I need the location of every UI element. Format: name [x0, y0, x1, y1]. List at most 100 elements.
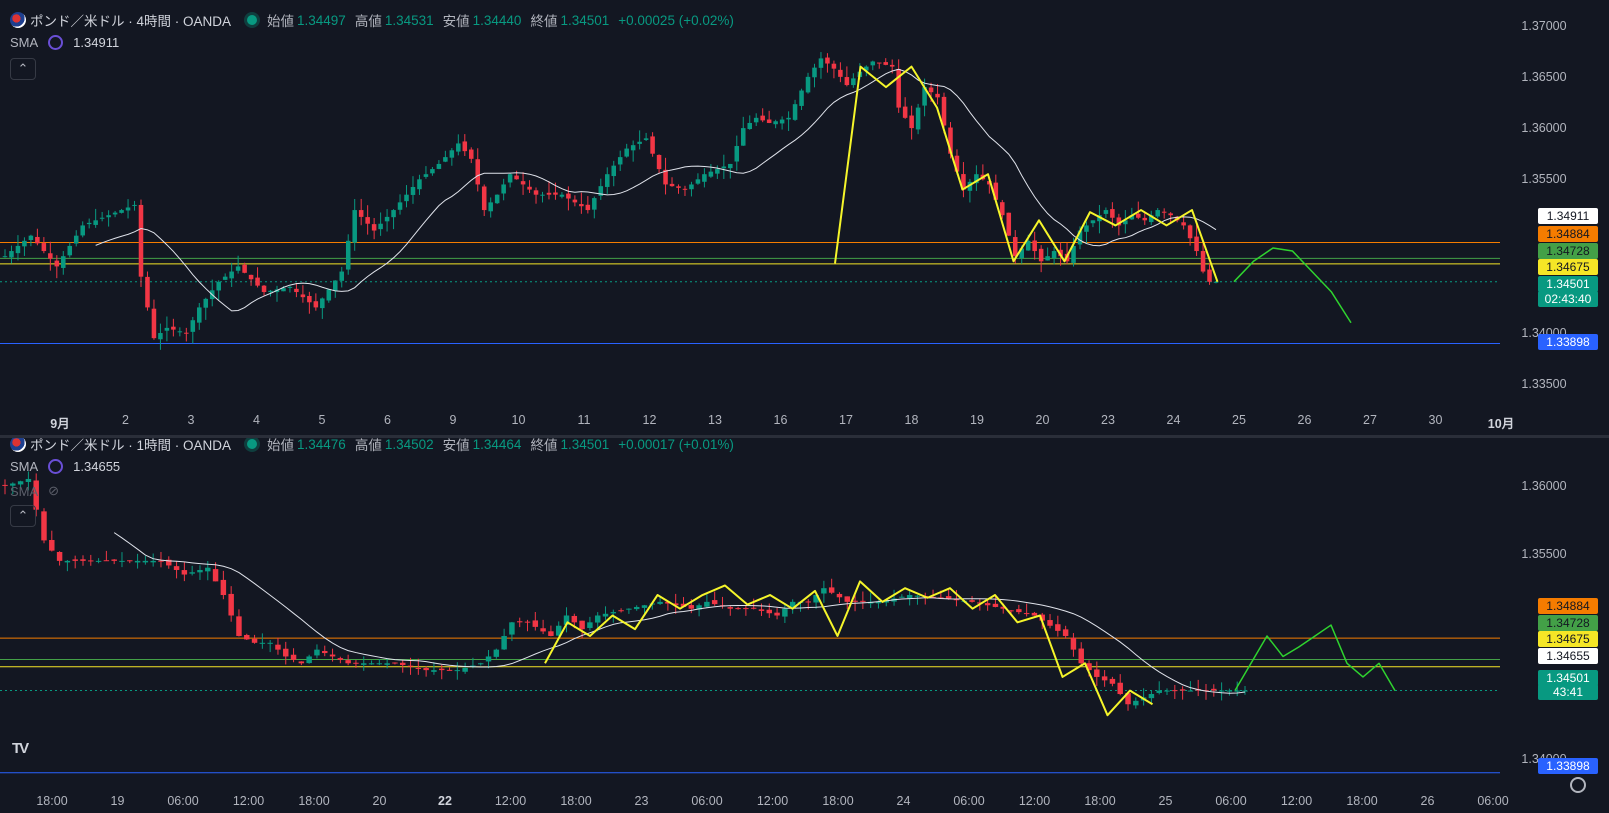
candle-body — [1142, 217, 1148, 221]
price-label: 1.34675 — [1538, 631, 1598, 647]
price-tick: 1.35500 — [1521, 547, 1567, 562]
candle-body — [514, 175, 519, 180]
time-tick: 12:00 — [1018, 794, 1051, 808]
candle-body — [555, 625, 562, 636]
time-tick: 18:00 — [298, 794, 330, 808]
candle-body — [548, 631, 554, 636]
candle-body — [1086, 663, 1092, 671]
candle-body — [267, 642, 273, 644]
candle-body — [1101, 676, 1108, 681]
candle-body — [1156, 690, 1162, 693]
candle-body — [384, 216, 390, 222]
symbol-title[interactable]: ポンド／米ドル · 1時間 · OANDA — [30, 438, 232, 453]
candle-body — [618, 610, 624, 612]
candle-body — [750, 607, 757, 609]
candle-body — [469, 149, 474, 159]
market-status-icon — [247, 439, 258, 449]
sma-loading-icon — [48, 35, 64, 50]
candle-body — [828, 587, 835, 593]
candle-body — [88, 560, 94, 562]
candle-body — [80, 225, 85, 236]
candle-body — [516, 621, 523, 623]
candle-body — [792, 104, 798, 120]
candle-body — [805, 76, 811, 93]
candle-body — [852, 600, 858, 602]
candle-body — [99, 217, 105, 219]
candlestick-chart-1h[interactable] — [0, 438, 1609, 813]
chevron-up-icon[interactable]: ⌃ — [10, 505, 36, 527]
candle-body — [1172, 690, 1178, 692]
high-value: 1.34531 — [384, 12, 434, 28]
candle-body — [481, 186, 487, 211]
candle-body — [585, 204, 591, 211]
change-value: +0.00017 (+0.01%) — [618, 438, 734, 452]
candle-body — [1213, 281, 1219, 283]
sma-legend[interactable]: SMA 1.34911 — [10, 35, 119, 50]
candle-body — [151, 308, 157, 339]
candle-body — [352, 210, 357, 243]
candle-body — [704, 601, 710, 607]
pane-divider[interactable] — [0, 435, 1609, 438]
price-label: 1.34501 — [1538, 670, 1598, 686]
time-tick: 6 — [384, 413, 391, 427]
eye-off-icon[interactable]: ⊘ — [48, 483, 60, 498]
candle-body — [1031, 612, 1038, 616]
tradingview-logo-icon[interactable]: TV — [12, 740, 29, 757]
time-tick: 18:00 — [1084, 794, 1116, 808]
candle-body — [127, 560, 133, 562]
candle-body — [290, 654, 297, 660]
candle-body — [844, 596, 850, 602]
candle-body — [758, 609, 765, 611]
candle-body — [611, 165, 617, 177]
candle-body — [954, 155, 960, 172]
candle-body — [702, 174, 707, 182]
candle-body — [663, 169, 668, 185]
candle-body — [961, 174, 966, 190]
candlestick-chart-4h[interactable] — [0, 0, 1609, 435]
candle-body — [1218, 690, 1225, 692]
candle-body — [520, 181, 526, 185]
candle-body — [138, 204, 144, 277]
candle-body — [773, 121, 778, 125]
candle-body — [181, 570, 188, 575]
chevron-up-icon[interactable]: ⌃ — [10, 58, 36, 80]
sma2-legend[interactable]: SMA ⊘ — [10, 483, 59, 499]
candle-body — [314, 649, 320, 656]
candle-body — [1123, 220, 1128, 225]
sma-legend[interactable]: SMA 1.34655 — [10, 459, 120, 474]
candle-body — [189, 572, 195, 574]
candle-body — [553, 192, 558, 195]
candle-body — [329, 654, 336, 657]
zigzag-drawing — [544, 580, 1154, 717]
chart-pane-1h[interactable]: ポンド／米ドル · 1時間 · OANDA 始値 1.34476 高値 1.3450… — [0, 438, 1609, 813]
time-tick: 06:00 — [167, 794, 199, 808]
candle-body — [509, 622, 515, 635]
candle-body — [300, 294, 306, 298]
price-label: 1.34884 — [1538, 226, 1598, 242]
open-value: 1.34497 — [297, 12, 346, 28]
open-label: 始値 — [267, 14, 295, 29]
candle-body — [1058, 249, 1063, 257]
time-tick: 20 — [372, 794, 387, 808]
candle-body — [255, 277, 260, 286]
candle-body — [1062, 629, 1069, 636]
time-tick: 12:00 — [756, 794, 789, 808]
candle-body — [470, 665, 476, 667]
symbol-title[interactable]: ポンド／米ドル · 4時間 · OANDA — [30, 14, 232, 29]
candle-body — [106, 215, 111, 218]
candle-body — [630, 145, 636, 151]
gear-icon[interactable] — [1570, 777, 1586, 793]
price-label: 1.34728 — [1538, 615, 1598, 631]
candle-body — [1077, 230, 1083, 245]
candle-body — [656, 154, 662, 170]
candle-body — [365, 217, 370, 224]
price-tick: 1.36000 — [1521, 478, 1567, 493]
candle-body — [361, 663, 367, 665]
price-label: 43:41 — [1538, 684, 1598, 700]
candle-body — [633, 606, 640, 610]
chart-pane-4h[interactable]: ポンド／米ドル · 4時間 · OANDA 始値 1.34497 高値 1.3453… — [0, 0, 1609, 435]
time-tick: 5 — [318, 413, 326, 427]
candle-body — [1019, 248, 1024, 259]
price-label: 1.34728 — [1538, 243, 1598, 259]
candle-body — [851, 78, 856, 86]
